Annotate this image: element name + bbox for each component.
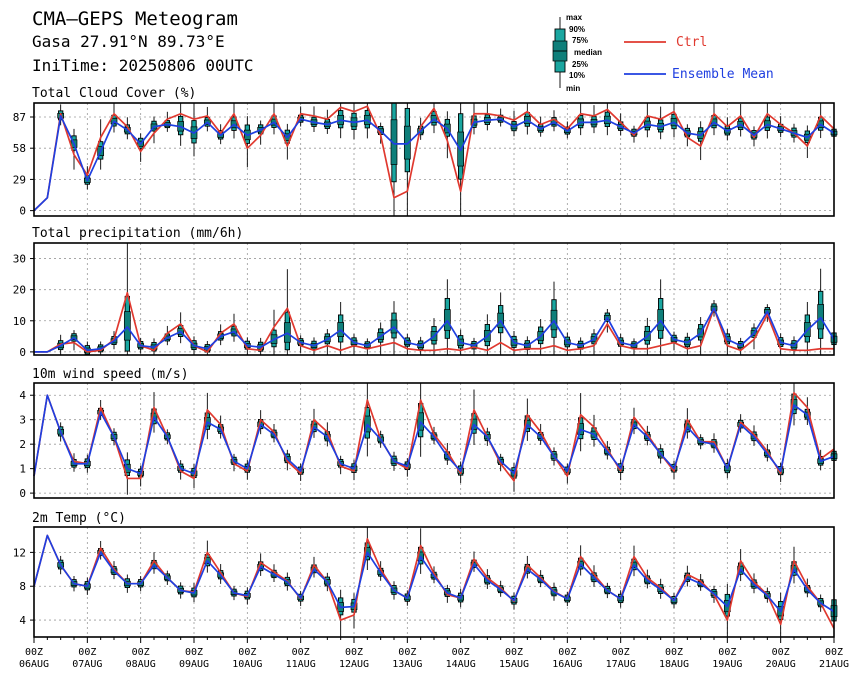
cloud-ytick-label: 87 [13, 111, 26, 124]
temp-ensemble-mean-line [33, 534, 835, 613]
legend-label-p25: 25% [572, 60, 588, 69]
xtick-label-time: 00Z [772, 647, 790, 658]
wind-ensemble-mean-line [33, 394, 835, 477]
station-location: Gasa 27.91°N 89.73°E [32, 32, 225, 51]
cloud-box-inner [403, 125, 411, 160]
xtick-label-time: 00Z [25, 647, 43, 658]
box-legend: max 90% 75% median 25% 10% min [552, 13, 602, 93]
cloud-ytick-label: 58 [13, 142, 26, 155]
precip-ctrl-line [34, 291, 834, 353]
xtick-label-time: 00Z [825, 647, 843, 658]
panel-title-cloud: Total Cloud Cover (%) [32, 86, 196, 101]
xtick-label-date: 20AUG [766, 659, 796, 670]
legend-label-mean: Ensemble Mean [672, 67, 774, 82]
legend-label-median: median [574, 48, 602, 57]
xtick-label-time: 00Z [345, 647, 363, 658]
xtick-label-time: 00Z [558, 647, 576, 658]
cloud-box-inner [390, 119, 398, 165]
cloud-ytick-label: 29 [13, 173, 26, 186]
temp-panel: 4 8 12 [13, 526, 838, 638]
xtick-label-date: 13AUG [392, 659, 422, 670]
xtick-label-date: 16AUG [552, 659, 582, 670]
precip-ytick-label: 30 [13, 253, 26, 266]
xtick-label-date: 12AUG [339, 659, 369, 670]
wind-frame [33, 382, 835, 499]
xtick-label-date: 21AUG [819, 659, 849, 670]
temp-ytick-label: 12 [13, 546, 26, 559]
cloud-panel: 0 29 58 87 [13, 102, 838, 218]
wind-panel: 0 1 2 3 4 [19, 382, 838, 500]
xtick-label-time: 00Z [665, 647, 683, 658]
cloud-ensemble-mean-line [33, 115, 835, 212]
xtick-label-date: 15AUG [499, 659, 529, 670]
panel-title-precip: Total precipitation (mm/6h) [32, 226, 243, 241]
xtick-label-time: 00Z [452, 647, 470, 658]
legend-label-p75: 75% [572, 36, 588, 45]
panel-title-wind: 10m wind speed (m/s) [32, 367, 189, 382]
xtick-label-time: 00Z [292, 647, 310, 658]
xtick-label-time: 00Z [505, 647, 523, 658]
precip-ytick-label: 20 [13, 284, 26, 297]
xtick-label-date: 11AUG [286, 659, 316, 670]
xtick-label-date: 18AUG [659, 659, 689, 670]
cloud-ytick-label: 0 [19, 205, 26, 218]
legend-label-p10: 10% [569, 71, 585, 80]
legend-label-max: max [566, 13, 583, 22]
xtick-label-date: 14AUG [446, 659, 476, 670]
wind-ytick-label: 2 [19, 438, 26, 451]
init-time: IniTime: 20250806 00UTC [32, 56, 254, 75]
xtick-label-time: 00Z [185, 647, 203, 658]
legend-label-min: min [566, 84, 580, 93]
meteogram-title: CMA—GEPS Meteogram [32, 8, 238, 30]
precip-box-inner [817, 304, 825, 330]
xtick-label-time: 00Z [78, 647, 96, 658]
precip-ytick-label: 0 [19, 346, 26, 359]
xtick-label-time: 00Z [612, 647, 630, 658]
precip-ensemble-mean-line [34, 307, 835, 353]
xtick-label-time: 00Z [238, 647, 256, 658]
temp-ytick-label: 4 [19, 614, 26, 627]
xtick-label-time: 00Z [398, 647, 416, 658]
legend-label-ctrl: Ctrl [676, 35, 707, 50]
wind-ytick-label: 0 [19, 487, 26, 500]
precip-box-inner [123, 311, 131, 341]
xtick-label-date: 09AUG [179, 659, 209, 670]
cloud-frame [33, 102, 835, 217]
xtick-label-time: 00Z [718, 647, 736, 658]
precip-frame [33, 242, 835, 356]
wind-ytick-label: 3 [19, 414, 26, 427]
panel-title-temp: 2m Temp (°C) [32, 511, 126, 526]
xtick-label-date: 08AUG [126, 659, 156, 670]
legend-label-p90: 90% [569, 25, 585, 34]
line-legend: Ctrl Ensemble Mean [624, 35, 774, 82]
x-axis: 00Z06AUG00Z07AUG00Z08AUG00Z09AUG00Z10AUG… [19, 637, 849, 670]
cloud-ctrl-line [33, 105, 835, 212]
wind-ytick-label: 1 [19, 463, 26, 476]
xtick-label-time: 00Z [132, 647, 150, 658]
precip-ytick-label: 10 [13, 315, 26, 328]
xtick-label-date: 10AUG [232, 659, 262, 670]
temp-ytick-label: 8 [19, 580, 26, 593]
xtick-label-date: 19AUG [712, 659, 742, 670]
xtick-label-date: 17AUG [606, 659, 636, 670]
precip-panel: 0 10 20 30 [13, 242, 838, 359]
xtick-label-date: 06AUG [19, 659, 49, 670]
wind-ytick-label: 4 [19, 389, 26, 402]
xtick-label-date: 07AUG [72, 659, 102, 670]
